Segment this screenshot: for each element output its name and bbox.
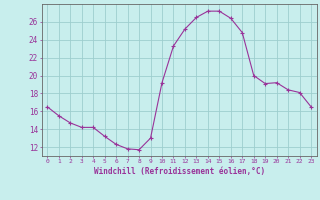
- X-axis label: Windchill (Refroidissement éolien,°C): Windchill (Refroidissement éolien,°C): [94, 167, 265, 176]
